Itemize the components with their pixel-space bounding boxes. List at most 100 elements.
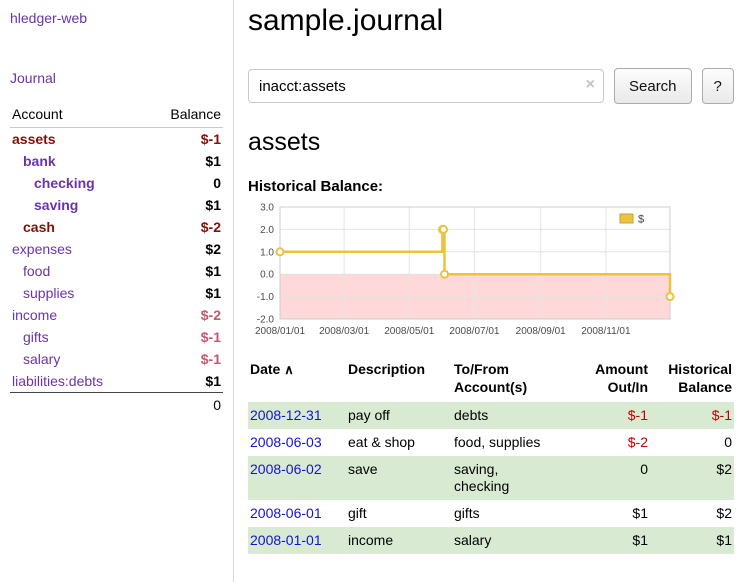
register-description-cell: income <box>348 532 394 548</box>
account-name-cell: bank <box>10 150 145 172</box>
account-link-expenses[interactable]: expenses <box>12 241 72 257</box>
account-link-gifts[interactable]: gifts <box>23 329 49 345</box>
chart-y-tick-label: 3.0 <box>260 203 274 214</box>
register-balance-cell: $-1 <box>711 407 732 423</box>
account-name-cell: gifts <box>10 326 145 348</box>
register-header-amount: Amount Out/In <box>580 357 650 402</box>
accounts-total-spacer <box>10 392 146 417</box>
account-balance: $-2 <box>200 307 221 323</box>
register-table: Date ∧ Description To/From Account(s) Am… <box>248 357 734 554</box>
help-button[interactable]: ? <box>701 68 734 104</box>
chart-legend: $ <box>616 210 664 228</box>
account-name-cell: supplies <box>10 282 145 304</box>
account-link-checking[interactable]: checking <box>34 175 95 191</box>
account-row: saving $1 <box>10 194 223 216</box>
account-row: assets $-1 <box>10 128 223 151</box>
register-amount-cell: 0 <box>640 461 648 477</box>
transaction-date-link[interactable]: 2008-06-02 <box>250 461 322 477</box>
register-description-cell: eat & shop <box>348 434 415 450</box>
search-bar: × Search ? <box>248 68 734 104</box>
register-row: 2008-06-01 gift gifts $1 $2 <box>248 500 734 527</box>
search-button[interactable]: Search <box>614 68 692 104</box>
accounts-header-row: Account Balance <box>10 102 223 128</box>
chart-y-tick-label: 2.0 <box>260 225 274 236</box>
register-date-cell: 2008-06-02 <box>248 456 346 500</box>
register-accounts-cell: food, supplies <box>454 434 541 450</box>
account-row: income $-2 <box>10 304 223 326</box>
chart-point-marker <box>275 247 285 257</box>
account-name-cell: saving <box>10 194 145 216</box>
chart-x-tick-label: 2008/05/01 <box>384 326 434 337</box>
account-name-cell: income <box>10 304 145 326</box>
chart-point-marker <box>665 292 675 302</box>
account-row: liabilities:debts $1 <box>10 370 223 393</box>
register-header-accounts-line2: Account(s) <box>454 379 528 395</box>
account-row: food $1 <box>10 260 223 282</box>
register-description-cell: save <box>348 461 378 477</box>
sidebar-item-journal[interactable]: Journal <box>10 70 56 86</box>
account-row: salary $-1 <box>10 348 223 370</box>
account-link-salary[interactable]: salary <box>23 351 61 367</box>
chart-x-tick-label: 2008/01/01 <box>255 326 305 337</box>
transaction-date-link[interactable]: 2008-01-01 <box>250 532 322 548</box>
register-header-date-label: Date <box>250 361 281 377</box>
transaction-date-link[interactable]: 2008-06-01 <box>250 505 322 521</box>
account-link-supplies[interactable]: supplies <box>23 285 75 301</box>
register-accounts-cell: salary <box>454 532 492 548</box>
register-header-amount-line1: Amount <box>595 361 648 377</box>
chart-legend-swatch <box>619 213 634 224</box>
register-header-date[interactable]: Date ∧ <box>248 357 346 402</box>
register-description-cell: gift <box>348 505 367 521</box>
register-row: 2008-01-01 income salary $1 $1 <box>248 527 734 554</box>
account-balance: $1 <box>205 285 221 301</box>
chart-label: Historical Balance: <box>248 178 384 195</box>
chart-y-tick-label: -1.0 <box>257 292 275 303</box>
chart-point-marker <box>440 269 450 279</box>
accounts-total-row: 0 <box>10 392 223 417</box>
account-balance: $1 <box>205 373 221 389</box>
chart-y-tick-label: 1.0 <box>260 247 274 258</box>
register-row: 2008-06-03 eat & shop food, supplies $-2 0 <box>248 429 734 456</box>
app-title-link[interactable]: hledger-web <box>10 10 88 26</box>
account-name-cell: salary <box>10 348 145 370</box>
transaction-date-link[interactable]: 2008-06-03 <box>250 434 322 450</box>
register-date-cell: 2008-06-01 <box>248 500 346 527</box>
account-link-income[interactable]: income <box>12 307 58 323</box>
search-input[interactable] <box>248 69 604 103</box>
account-balance: $2 <box>205 241 221 257</box>
accounts-header-balance: Balance <box>145 102 223 128</box>
register-accounts-cell: debts <box>454 407 489 423</box>
account-link-bank[interactable]: bank <box>23 153 56 169</box>
register-header-accounts-line1: To/From <box>454 361 509 377</box>
register-balance-cell: 0 <box>724 434 732 450</box>
chart-x-tick-label: 2008/11/01 <box>581 326 631 337</box>
register-amount-cell: $-2 <box>627 434 648 450</box>
account-row: checking 0 <box>10 172 223 194</box>
account-row: cash $-2 <box>10 216 223 238</box>
account-link-food[interactable]: food <box>23 263 51 279</box>
account-link-assets[interactable]: assets <box>12 131 56 147</box>
register-row: 2008-12-31 pay off debts $-1 $-1 <box>248 402 734 429</box>
transaction-date-link[interactable]: 2008-12-31 <box>250 407 322 423</box>
account-link-saving[interactable]: saving <box>34 197 79 213</box>
register-header-accounts: To/From Account(s) <box>452 357 580 402</box>
clear-search-icon[interactable]: × <box>585 76 595 93</box>
search-box: × <box>248 69 604 103</box>
account-name-cell: food <box>10 260 145 282</box>
account-name-cell: expenses <box>10 238 145 260</box>
account-balance: $-2 <box>200 219 221 235</box>
account-title: assets <box>248 128 321 156</box>
account-name-cell: cash <box>10 216 145 238</box>
register-date-cell: 2008-01-01 <box>248 527 346 554</box>
register-amount-cell: $-1 <box>627 407 648 423</box>
chart-legend-label: $ <box>638 214 644 226</box>
register-row: 2008-06-02 save saving, checking 0 $2 <box>248 456 734 500</box>
accounts-table-body: assets $-1 bank $1 checking 0 saving $1 cash $-2 e… <box>10 128 223 393</box>
register-header-description: Description <box>348 361 426 377</box>
account-link-cash[interactable]: cash <box>23 219 55 235</box>
chart-x-tick-label: 2008/03/01 <box>319 326 369 337</box>
register-balance-cell: $2 <box>716 505 732 521</box>
sort-asc-icon: ∧ <box>284 362 294 377</box>
account-link-liabilities-debts[interactable]: liabilities:debts <box>12 373 104 389</box>
account-row: gifts $-1 <box>10 326 223 348</box>
